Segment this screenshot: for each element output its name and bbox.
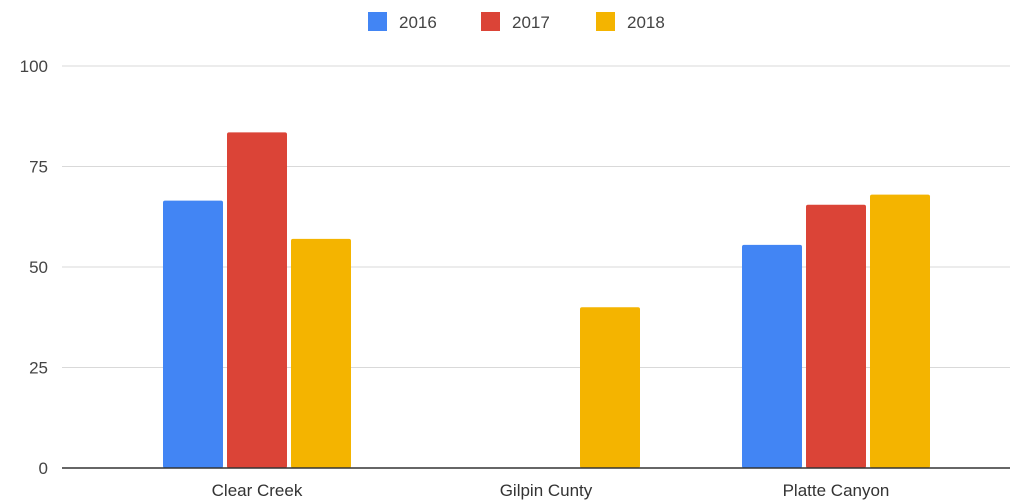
legend: 2016 2017 2018: [368, 12, 665, 32]
bar-2017-clear-creek: [227, 132, 287, 468]
legend-swatch-2016: [368, 12, 387, 31]
x-axis-category-labels: Clear Creek Gilpin Cunty Platte Canyon: [212, 481, 890, 500]
bar-2016-clear-creek: [163, 200, 223, 469]
legend-item-2016: 2016: [368, 12, 437, 32]
legend-item-2018: 2018: [596, 12, 665, 32]
y-tick-label-0: 0: [39, 459, 48, 478]
y-tick-label-25: 25: [29, 359, 48, 378]
legend-label-2016: 2016: [399, 13, 437, 32]
legend-swatch-2017: [481, 12, 500, 31]
y-tick-label-100: 100: [20, 57, 48, 76]
category-label-gilpin-cunty: Gilpin Cunty: [500, 481, 593, 500]
bar-2016-platte-canyon: [742, 244, 802, 468]
legend-label-2017: 2017: [512, 13, 550, 32]
legend-swatch-2018: [596, 12, 615, 31]
legend-label-2018: 2018: [627, 13, 665, 32]
y-tick-label-50: 50: [29, 258, 48, 277]
bar-2018-gilpin-cunty: [580, 307, 640, 468]
bar-2018-platte-canyon: [870, 194, 930, 468]
category-label-clear-creek: Clear Creek: [212, 481, 303, 500]
legend-item-2017: 2017: [481, 12, 550, 32]
bar-2018-clear-creek: [291, 238, 351, 468]
y-axis-tick-labels: 0 25 50 75 100: [20, 57, 48, 478]
y-tick-label-75: 75: [29, 158, 48, 177]
bars: [163, 132, 930, 469]
category-label-platte-canyon: Platte Canyon: [783, 481, 890, 500]
bar-2017-platte-canyon: [806, 204, 866, 468]
